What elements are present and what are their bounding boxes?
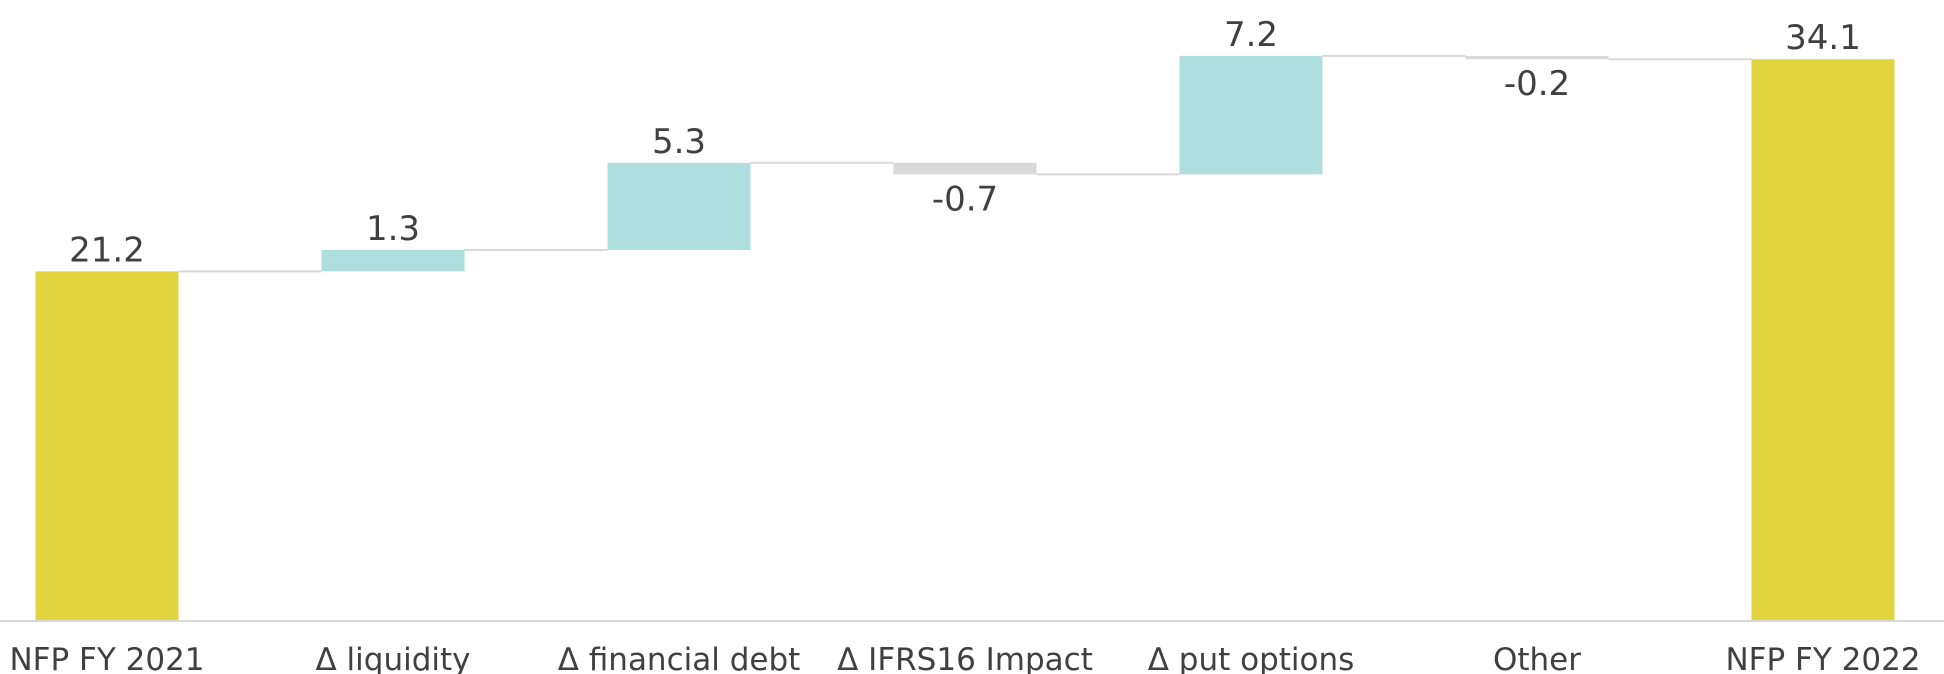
bar [893, 162, 1037, 175]
x-tick-label: Δ financial debt [558, 642, 801, 674]
bar [321, 249, 465, 272]
x-tick-label: Other [1493, 642, 1581, 674]
x-tick-label: Δ liquidity [315, 642, 470, 674]
x-tick-label: NFP FY 2022 [1725, 642, 1920, 674]
data-label: -0.2 [1504, 64, 1570, 104]
x-tick-label: NFP FY 2021 [9, 642, 204, 674]
data-label: 21.2 [69, 230, 145, 270]
bar [607, 162, 751, 250]
bar [1179, 55, 1323, 175]
data-label: 34.1 [1785, 18, 1861, 58]
data-label: 1.3 [366, 209, 420, 249]
data-label: -0.7 [932, 179, 998, 219]
data-label: 7.2 [1224, 15, 1278, 55]
bar [1465, 55, 1609, 60]
data-label: 5.3 [652, 122, 706, 162]
x-tick-label: Δ put options [1148, 642, 1355, 674]
x-tick-label: Δ IFRS16 Impact [837, 642, 1093, 674]
bar [35, 271, 179, 620]
bar [1751, 59, 1895, 621]
